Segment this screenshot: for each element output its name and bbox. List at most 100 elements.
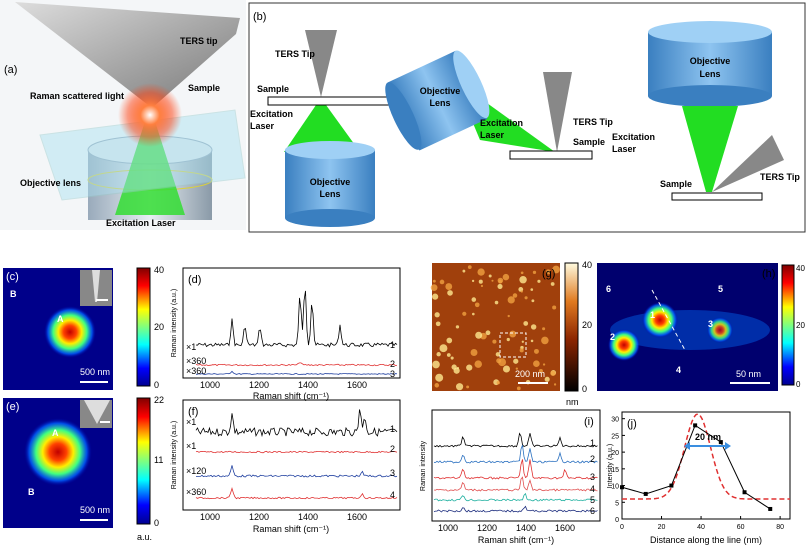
colorbar-tick: 40 xyxy=(582,260,592,270)
y-tick-label: 15 xyxy=(611,467,619,474)
sem-tip xyxy=(84,400,110,424)
label: Excitation xyxy=(612,132,655,142)
trace-label: 1 xyxy=(590,438,595,448)
afm-grain xyxy=(462,311,467,316)
afm-grain xyxy=(502,365,510,373)
objective-top xyxy=(285,141,375,159)
x-tick-label: 80 xyxy=(776,524,784,531)
afm-grain xyxy=(502,273,510,281)
afm-grain xyxy=(462,269,466,273)
afm-grain xyxy=(550,370,556,376)
afm-grain xyxy=(447,290,453,296)
spectrum xyxy=(195,290,398,348)
raman-glow xyxy=(118,83,182,147)
label: Objective xyxy=(310,177,351,187)
x-tick-label: 1000 xyxy=(438,523,458,533)
axes xyxy=(182,267,401,379)
panel-a: (a) TERS tip Raman scattered light Sampl… xyxy=(0,0,246,230)
annotation: 20 nm xyxy=(695,432,721,442)
panel-label: (b) xyxy=(253,11,266,23)
afm-grain xyxy=(496,380,501,385)
afm-grain xyxy=(432,293,439,300)
afm-grain xyxy=(513,358,519,364)
x-tick-label: 1200 xyxy=(249,512,269,522)
trace-label: 2 xyxy=(590,454,595,464)
data-point xyxy=(620,485,624,490)
colorbar-tick: 20 xyxy=(582,320,592,330)
label: Excitation Laser xyxy=(106,218,176,228)
afm-grain xyxy=(450,356,454,360)
colorbar-tick: 11 xyxy=(154,455,163,465)
objective-bottom xyxy=(285,209,375,227)
scale-label: 200 nm xyxy=(515,369,545,379)
trace-label: 2 xyxy=(390,444,395,454)
afm-grain xyxy=(434,383,440,388)
factor: ×360 xyxy=(186,356,206,366)
colorbar-tick: 22 xyxy=(154,395,164,405)
afm-grain xyxy=(474,302,480,308)
factor: ×120 xyxy=(186,466,206,476)
label: Laser xyxy=(480,130,505,140)
trace-label: 3 xyxy=(590,472,595,482)
tip xyxy=(543,72,572,152)
objective-bottom xyxy=(648,85,772,107)
label: A xyxy=(57,314,64,324)
trace-label: 3 xyxy=(390,369,395,379)
label: Sample xyxy=(257,84,289,94)
afm-grain xyxy=(436,352,441,357)
data-point xyxy=(742,490,747,495)
afm-grain xyxy=(532,270,537,275)
factor: ×360 xyxy=(186,366,206,376)
afm-grain xyxy=(446,337,453,344)
spectrum xyxy=(433,476,598,492)
colorbar-tick: 0 xyxy=(796,380,801,389)
label: Objective xyxy=(420,86,461,96)
colorbar-unit: nm xyxy=(566,397,579,407)
spectrum xyxy=(433,432,598,448)
afm-grain xyxy=(455,383,464,391)
afm-grain xyxy=(542,363,546,366)
panel-e: (e) A B 500 nm 22 11 0 a.u. xyxy=(3,395,164,542)
tip xyxy=(15,2,240,108)
panel-i: (i) 1 2 3 4 5 6 Raman intensity 1000 120… xyxy=(420,409,601,545)
afm-grain xyxy=(553,383,557,386)
spectrum xyxy=(195,409,398,438)
label: Lens xyxy=(319,189,340,199)
scale-label: 500 nm xyxy=(80,505,110,515)
colorbar xyxy=(136,397,151,525)
label: Objective xyxy=(690,56,731,66)
colorbar-tick: 0 xyxy=(154,518,159,528)
afm-grain xyxy=(542,327,546,331)
afm-grain xyxy=(474,360,482,368)
afm-grain xyxy=(550,282,555,286)
sem-tip xyxy=(92,270,100,302)
trace-label: 2 xyxy=(390,359,395,369)
afm-grain xyxy=(515,367,518,370)
trace-label: 1 xyxy=(390,340,395,350)
label: 4 xyxy=(676,365,681,375)
afm-grain xyxy=(541,336,549,345)
afm-grain xyxy=(509,330,517,338)
panel-f: (f) ×1 ×1 ×120 ×360 1 2 3 4 Raman intens… xyxy=(171,399,401,534)
panel-label: (h) xyxy=(762,268,775,280)
colorbar-tick: 40 xyxy=(154,265,164,275)
colorbar-unit: a.u. xyxy=(137,532,152,542)
afm-grain xyxy=(495,352,501,357)
afm-grain xyxy=(552,265,560,274)
label: Sample xyxy=(188,83,220,93)
scale-label: 500 nm xyxy=(80,367,110,377)
y-axis-label: Intensity (a.u.) xyxy=(607,444,614,488)
x-axis-label: Raman shift (cm⁻¹) xyxy=(253,391,329,401)
afm-grain xyxy=(451,364,457,370)
label: Laser xyxy=(250,121,275,131)
afm-grain xyxy=(434,312,440,318)
axes xyxy=(621,411,791,520)
x-tick-label: 20 xyxy=(658,524,666,531)
factor: ×1 xyxy=(186,441,196,451)
afm-grain xyxy=(471,297,477,302)
label: Sample xyxy=(573,137,605,147)
sample xyxy=(671,192,763,201)
x-tick-label: 1000 xyxy=(200,380,220,390)
x-tick-label: 1600 xyxy=(555,523,575,533)
objective xyxy=(285,150,375,218)
